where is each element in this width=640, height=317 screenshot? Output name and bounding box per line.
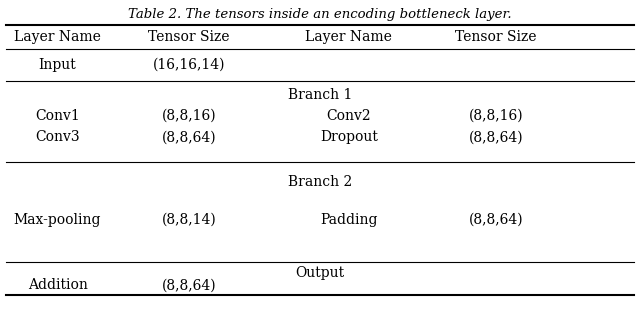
Text: Addition: Addition: [28, 279, 88, 293]
Text: Branch 2: Branch 2: [288, 175, 352, 189]
Text: Max-pooling: Max-pooling: [14, 213, 101, 227]
Text: Layer Name: Layer Name: [14, 30, 101, 44]
Text: (8,8,16): (8,8,16): [161, 109, 216, 123]
Text: Dropout: Dropout: [320, 130, 378, 145]
Text: Branch 1: Branch 1: [288, 87, 352, 101]
Text: (8,8,64): (8,8,64): [161, 130, 216, 145]
Text: Conv3: Conv3: [35, 130, 80, 145]
Text: (8,8,64): (8,8,64): [161, 279, 216, 293]
Text: Tensor Size: Tensor Size: [148, 30, 230, 44]
Text: Tensor Size: Tensor Size: [455, 30, 537, 44]
Text: Table 2. The tensors inside an encoding bottleneck layer.: Table 2. The tensors inside an encoding …: [128, 8, 512, 21]
Text: Output: Output: [296, 266, 344, 280]
Text: Conv1: Conv1: [35, 109, 80, 123]
Text: Conv2: Conv2: [326, 109, 371, 123]
Text: Layer Name: Layer Name: [305, 30, 392, 44]
Text: (8,8,16): (8,8,16): [468, 109, 524, 123]
Text: (8,8,14): (8,8,14): [161, 213, 216, 227]
Text: (16,16,14): (16,16,14): [152, 58, 225, 72]
Text: Input: Input: [39, 58, 76, 72]
Text: (8,8,64): (8,8,64): [468, 130, 524, 145]
Text: Padding: Padding: [320, 213, 378, 227]
Text: (8,8,64): (8,8,64): [468, 213, 524, 227]
